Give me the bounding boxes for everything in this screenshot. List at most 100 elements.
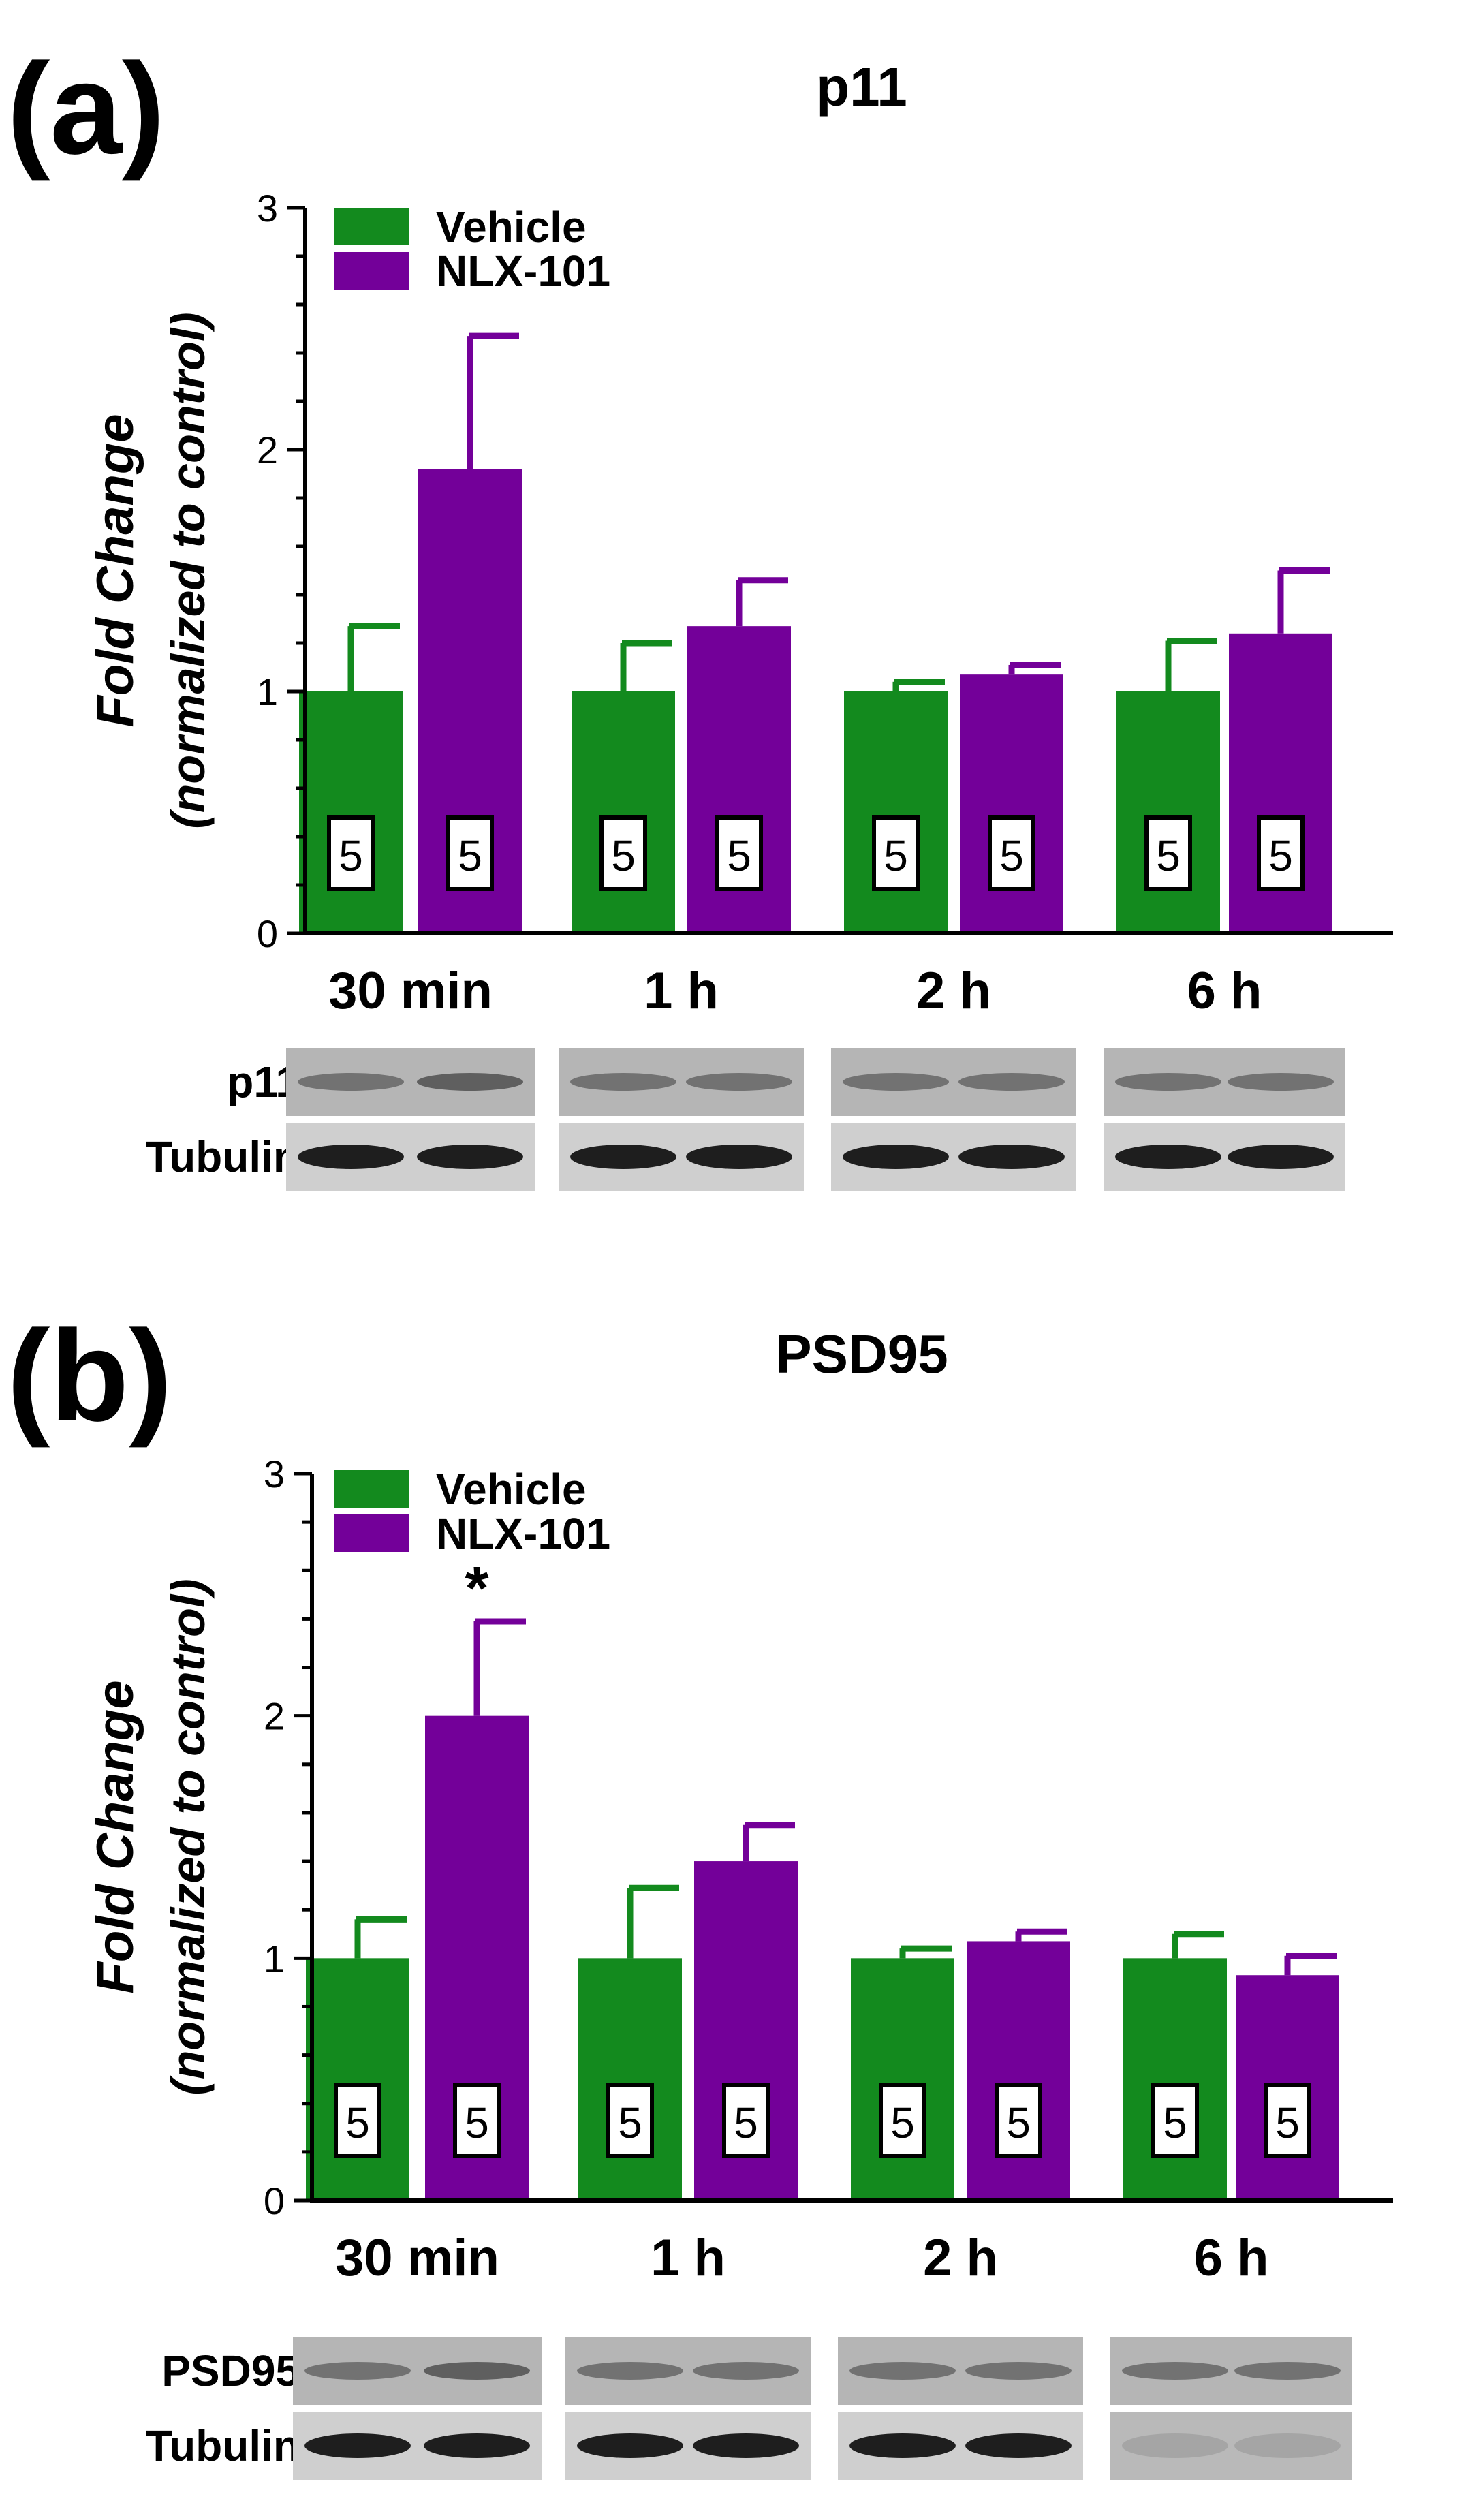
- legend-label-1: NLX-101: [436, 247, 610, 296]
- n-label-vehicle-3: 5: [1156, 831, 1181, 880]
- n-label-nlx101-3: 5: [1268, 831, 1293, 880]
- blot-band-0-3-0: [1115, 1073, 1221, 1091]
- blot-band-0-1-1: [693, 2362, 799, 2380]
- blot-row-label-1: Tubulin: [146, 1132, 300, 1181]
- y-tick-label: 1: [264, 1937, 285, 1980]
- blot-band-1-2-1: [958, 1145, 1065, 1169]
- blot-band-1-3-0: [1122, 2433, 1228, 2458]
- y-tick-label: 2: [257, 429, 278, 471]
- blot-band-1-0-1: [417, 1145, 523, 1169]
- n-box-vehicle-3: [1151, 2083, 1199, 2158]
- n-label-vehicle-0: 5: [339, 831, 363, 880]
- legend-swatch-1: [334, 252, 409, 290]
- n-label-vehicle-0: 5: [345, 2098, 370, 2147]
- bar-nlx101-2: [960, 674, 1063, 933]
- n-label-nlx101-2: 5: [1006, 2098, 1031, 2147]
- y-axis-title: Fold Change: [87, 414, 144, 727]
- blot-band-1-2-0: [843, 1145, 949, 1169]
- legend-swatch-1: [334, 1514, 409, 1552]
- n-label-nlx101-1: 5: [734, 2098, 758, 2147]
- blot-band-0-0-0: [298, 1073, 404, 1091]
- x-tick-label: 6 h: [1187, 962, 1262, 1020]
- blot-band-0-2-1: [965, 2362, 1072, 2380]
- y-tick-label: 0: [257, 912, 278, 955]
- blot-band-0-0-1: [417, 1073, 523, 1091]
- bar-vehicle-0: [299, 691, 403, 933]
- y-axis-subtitle: (normalized to control): [161, 1578, 215, 2095]
- n-box-nlx101-3: [1264, 2083, 1311, 2158]
- n-box-nlx101-2: [995, 2083, 1042, 2158]
- blot-band-0-1-0: [577, 2362, 683, 2380]
- n-label-nlx101-0: 5: [458, 831, 482, 880]
- n-box-nlx101-2: [988, 815, 1035, 891]
- x-tick-label: 1 h: [644, 962, 719, 1020]
- n-box-vehicle-1: [599, 815, 647, 891]
- blot-band-1-0-0: [298, 1145, 404, 1169]
- n-box-nlx101-1: [722, 2083, 770, 2158]
- panel-label: (b): [7, 1304, 172, 1448]
- blot-band-0-0-0: [304, 2362, 411, 2380]
- y-tick-label: 1: [257, 670, 278, 713]
- y-axis-title: Fold Change: [87, 1680, 144, 1993]
- blot-band-0-3-1: [1234, 2362, 1341, 2380]
- blot-band-1-1-0: [570, 1145, 676, 1169]
- n-label-vehicle-1: 5: [611, 831, 636, 880]
- blot-band-0-2-0: [843, 1073, 949, 1091]
- panel-a: (a) p11 Fold Change (normalized to control)…: [7, 37, 1393, 1191]
- blot-band-1-2-1: [965, 2433, 1072, 2458]
- n-box-nlx101-1: [715, 815, 763, 891]
- n-label-vehicle-3: 5: [1163, 2098, 1187, 2147]
- legend-label-0: Vehicle: [436, 202, 587, 251]
- y-tick-label: 3: [257, 187, 278, 230]
- blot-band-1-1-1: [686, 1145, 792, 1169]
- n-box-vehicle-2: [872, 815, 920, 891]
- n-box-vehicle-3: [1144, 815, 1192, 891]
- bar-vehicle-1: [578, 1958, 682, 2200]
- western-blot: PSD95 Tubulin: [146, 2337, 1352, 2480]
- blot-band-1-3-0: [1115, 1145, 1221, 1169]
- blot-band-1-3-1: [1234, 2433, 1341, 2458]
- bar-vehicle-3: [1123, 1958, 1227, 2200]
- chart-title: p11: [816, 57, 907, 117]
- n-box-vehicle-1: [606, 2083, 654, 2158]
- x-tick-label: 2 h: [923, 2229, 998, 2287]
- legend-label-0: Vehicle: [436, 1465, 587, 1514]
- y-tick-label: 2: [264, 1695, 285, 1738]
- n-label-nlx101-0: 5: [465, 2098, 489, 2147]
- x-tick-label: 6 h: [1194, 2229, 1269, 2287]
- n-label-nlx101-3: 5: [1275, 2098, 1300, 2147]
- blot-band-1-0-1: [424, 2433, 530, 2458]
- bar-vehicle-0: [306, 1958, 409, 2200]
- n-box-nlx101-3: [1257, 815, 1305, 891]
- x-tick-label: 30 min: [328, 962, 493, 1020]
- panel-b: (b) PSD95 Fold Change (normalized to contro…: [7, 1304, 1393, 2480]
- legend-swatch-0: [334, 1470, 409, 1508]
- n-label-nlx101-1: 5: [727, 831, 751, 880]
- n-box-nlx101-0: [453, 2083, 501, 2158]
- blot-band-1-1-0: [577, 2433, 683, 2458]
- x-tick-label: 1 h: [651, 2229, 725, 2287]
- panel-label: (a): [7, 37, 165, 181]
- blot-band-1-2-0: [849, 2433, 956, 2458]
- y-tick-label: 0: [264, 2179, 285, 2222]
- blot-row-label-1: Tubulin: [146, 2421, 300, 2470]
- blot-band-1-0-0: [304, 2433, 411, 2458]
- blot-band-0-1-1: [686, 1073, 792, 1091]
- x-tick-label: 30 min: [335, 2229, 499, 2287]
- n-label-nlx101-2: 5: [999, 831, 1024, 880]
- blot-band-0-2-0: [849, 2362, 956, 2380]
- n-box-nlx101-0: [446, 815, 494, 891]
- blot-band-0-0-1: [424, 2362, 530, 2380]
- n-box-vehicle-2: [879, 2083, 926, 2158]
- blot-band-1-1-1: [693, 2433, 799, 2458]
- chart-title: PSD95: [775, 1324, 948, 1384]
- significance-mark-0: *: [465, 1555, 488, 1623]
- blot-band-0-3-0: [1122, 2362, 1228, 2380]
- blot-row-label-0: PSD95: [161, 2346, 300, 2395]
- legend-label-1: NLX-101: [436, 1509, 610, 1558]
- n-label-vehicle-2: 5: [890, 2098, 915, 2147]
